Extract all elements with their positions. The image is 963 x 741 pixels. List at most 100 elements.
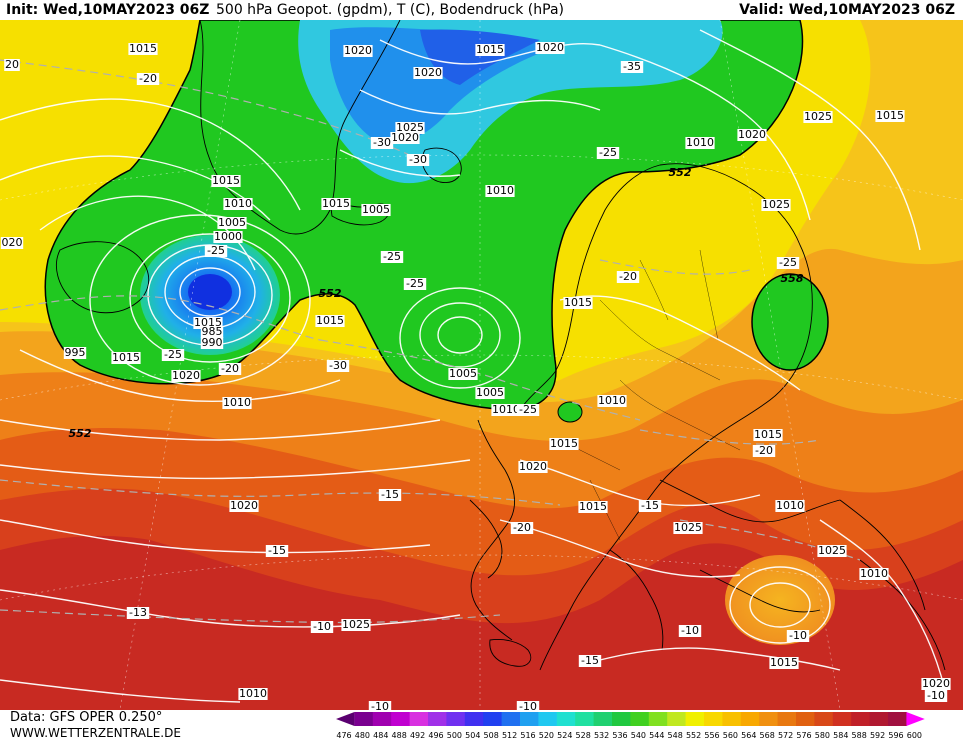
map-label-box <box>315 315 345 327</box>
map-label: 990 <box>202 336 223 349</box>
legend-swatch <box>556 712 576 726</box>
map-label-box <box>475 387 505 399</box>
map-label-box <box>752 445 776 457</box>
map-label-box <box>136 73 160 85</box>
legend-swatch <box>777 712 797 726</box>
legend-swatch <box>372 712 392 726</box>
map-label-box <box>516 404 540 416</box>
legend-tick-label: 596 <box>888 731 903 740</box>
map-label-box <box>370 137 394 149</box>
map-label: -20 <box>139 72 157 85</box>
map-label: -25 <box>519 403 537 416</box>
map-label: -35 <box>623 60 641 73</box>
map-label: 552 <box>319 287 342 300</box>
map-label: 1025 <box>818 544 846 557</box>
map-label: 1010 <box>492 403 520 416</box>
color-legend: 476 480 484 488 492 496 500 504 508 512 516 520 524 5… <box>336 712 925 740</box>
legend-tick-label: 568 <box>760 731 775 740</box>
init-time: Init: Wed,10MAY2023 06Z <box>6 2 210 18</box>
map-label: -15 <box>381 488 399 501</box>
legend-tick-label: 524 <box>557 731 572 740</box>
legend-tick-label: 512 <box>502 731 517 740</box>
map-label: 985 <box>202 325 223 338</box>
map-label: 552 <box>669 166 692 179</box>
map-label: -25 <box>599 146 617 159</box>
legend-tick-label: 496 <box>428 731 443 740</box>
map-label: 1015 <box>579 500 607 513</box>
map-label: 1015 <box>476 43 504 56</box>
map-label: 1005 <box>449 367 477 380</box>
map-label-box <box>229 500 259 512</box>
map-label-box <box>518 461 548 473</box>
legend-tick-label: 548 <box>668 731 683 740</box>
legend-swatch <box>814 712 834 726</box>
map-label: 1020 <box>230 499 258 512</box>
legend-tick-label: 480 <box>355 731 370 740</box>
map-label-box <box>921 678 951 690</box>
legend-swatch <box>336 712 355 726</box>
field-warm-low <box>725 555 835 645</box>
legend-tick-label: 564 <box>741 731 756 740</box>
map-label-box <box>769 657 799 669</box>
legend-tick-label: 552 <box>686 731 701 740</box>
map-label: 1000 <box>214 230 242 243</box>
map-label: 1015 <box>770 656 798 669</box>
map-title: 500 hPa Geopot. (gpdm), T (C), Bodendruc… <box>216 2 564 18</box>
map-label: -25 <box>164 348 182 361</box>
map-label-box <box>403 278 427 290</box>
map-label-box <box>218 363 242 375</box>
legend-tick-label: 508 <box>484 731 499 740</box>
map-label-box <box>924 690 948 702</box>
map-label: 1020 <box>738 128 766 141</box>
map-label-box <box>753 429 783 441</box>
map-label-box <box>200 326 224 338</box>
map-label: -10 <box>519 700 537 710</box>
map-label-box <box>222 397 252 409</box>
map-label: 1010 <box>598 394 626 407</box>
legend-swatch <box>851 712 871 726</box>
legend-swatch <box>667 712 687 726</box>
map-label: -20 <box>221 362 239 375</box>
map-label-box <box>413 67 443 79</box>
data-source: Data: GFS OPER 0.250° <box>10 710 163 725</box>
map-label-box <box>817 545 847 557</box>
map-label: 1015 <box>316 314 344 327</box>
map-label: 1015 <box>212 174 240 187</box>
map-label: 1015 <box>322 197 350 210</box>
map-label: 20 <box>5 58 19 71</box>
map-label: 1020 <box>519 460 547 473</box>
map-label-box <box>448 368 478 380</box>
map-label-box <box>563 297 593 309</box>
legend-swatch <box>630 712 650 726</box>
map-label: -10 <box>789 629 807 642</box>
map-label: 558 <box>781 272 804 285</box>
map-label: 1015 <box>112 351 140 364</box>
legend-swatch <box>593 712 613 726</box>
map-label-box <box>111 352 141 364</box>
map-label-box <box>390 132 420 144</box>
legend-swatch <box>483 712 503 726</box>
map-label: -20 <box>513 521 531 534</box>
field-green-east <box>751 273 829 371</box>
map-footer: Data: GFS OPER 0.250° WWW.WETTERZENTRALE… <box>0 710 963 741</box>
map-label: -25 <box>383 250 401 263</box>
legend-swatch <box>740 712 760 726</box>
legend-swatch <box>391 712 411 726</box>
legend-swatch <box>796 712 815 726</box>
legend-swatch <box>685 712 705 726</box>
legend-tick-label: 484 <box>373 731 388 740</box>
map-label-box <box>368 701 392 710</box>
map-label-box <box>620 61 644 73</box>
map-label-box <box>596 147 620 159</box>
map-label: -15 <box>641 499 659 512</box>
map-label-box <box>238 688 268 700</box>
map-label-box <box>128 43 158 55</box>
legend-tick-label: 500 <box>447 731 462 740</box>
map-label: 1020 <box>344 44 372 57</box>
map-label: 1025 <box>762 198 790 211</box>
map-label: 1005 <box>362 203 390 216</box>
map-label: 1020 <box>922 677 950 690</box>
map-label-box <box>535 42 565 54</box>
legend-tick-label: 580 <box>815 731 830 740</box>
map-label: -30 <box>409 153 427 166</box>
